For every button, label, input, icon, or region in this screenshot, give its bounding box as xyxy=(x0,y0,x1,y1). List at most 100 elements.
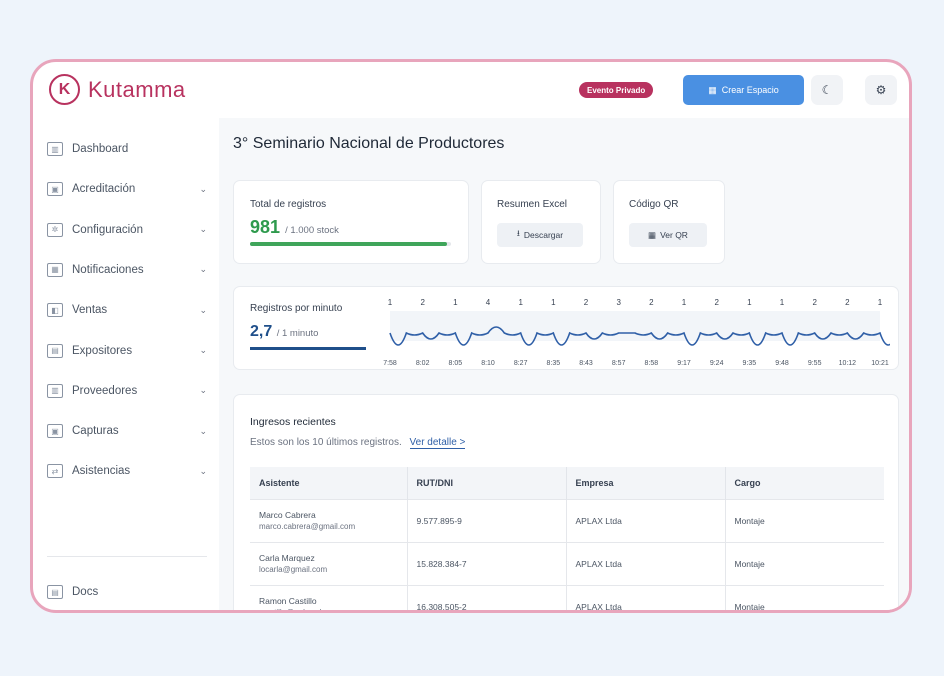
chart-tick-label: 8:43 xyxy=(579,360,593,367)
attendee-cell: Ramon Castillo rcastillo@aplax.cl xyxy=(250,584,408,610)
sidebar-item-configuracion[interactable]: ✲ Configuración ⌄ xyxy=(47,219,207,241)
chart-data-label: 1 xyxy=(747,298,752,307)
sidebar-item-label: Capturas xyxy=(72,425,119,438)
per-minute-unit: / 1 minuto xyxy=(276,328,319,339)
sidebar-item-label: Proveedores xyxy=(72,384,138,397)
registrations-chart: 1 7:58 2 8:02 1 8:05 4 8:10 1 8:27 1 8:35 2 8:43 3 8:57… xyxy=(383,298,890,367)
per-minute-label: Registros por minuto xyxy=(250,303,343,314)
attendee-name: Carla Marquez xyxy=(259,552,315,563)
column-header[interactable]: Asistente xyxy=(250,467,408,499)
truck-icon: ▥ xyxy=(47,383,63,398)
chevron-down-icon[interactable]: ⌄ xyxy=(199,385,207,396)
create-space-button[interactable]: ▦ Crear Espacio xyxy=(683,75,804,105)
registrations-progress-fill xyxy=(250,242,448,246)
column-header[interactable]: Cargo xyxy=(725,467,884,499)
chart-tick-label: 9:24 xyxy=(710,360,724,367)
recent-subtitle-text: Estos son los 10 últimos registros. xyxy=(250,437,402,448)
table-row[interactable]: Carla Marquez locarla@gmail.com 15.828.384… xyxy=(250,541,884,585)
chart-tick-label: 8:27 xyxy=(514,360,528,367)
chart-icon: ▥ xyxy=(47,142,63,156)
chevron-down-icon[interactable]: ⌄ xyxy=(199,183,207,194)
sidebar-item-dashboard[interactable]: ▥ Dashboard xyxy=(47,138,207,160)
sidebar-item-notificaciones[interactable]: ▦ Notificaciones ⌄ xyxy=(47,259,207,281)
chevron-down-icon[interactable]: ⌄ xyxy=(199,264,207,275)
rut-cell: 9.577.895-9 xyxy=(407,498,567,542)
logo-mark: K xyxy=(49,74,80,105)
chart-plot-area xyxy=(390,311,880,341)
attendee-cell: Carla Marquez locarla@gmail.com xyxy=(250,541,408,585)
settings-button[interactable]: ⚙ xyxy=(865,75,897,105)
sidebar-item-label: Docs xyxy=(72,586,99,598)
sidebar-item-ventas[interactable]: ◧ Ventas ⌄ xyxy=(47,299,207,321)
sidebar-item-capturas[interactable]: ▣ Capturas ⌄ xyxy=(47,420,207,442)
sidebar-item-asistencias[interactable]: ⇄ Asistencias ⌄ xyxy=(47,460,207,482)
total-label: Total de registros xyxy=(250,199,327,210)
table-row[interactable]: Marco Cabrera marco.cabrera@gmail.com 9.57… xyxy=(250,498,884,542)
chart-tick-label: 9:48 xyxy=(775,360,789,367)
page-title: 3° Seminario Nacional de Productores xyxy=(233,135,505,152)
download-button[interactable]: ⭳ Descargar xyxy=(497,223,583,247)
chart-data-label: 1 xyxy=(551,298,556,307)
chart-tick-label: 8:10 xyxy=(481,360,495,367)
sidebar-item-label: Configuración xyxy=(72,223,143,236)
chart-tick-label: 7:58 xyxy=(383,360,397,367)
chevron-down-icon[interactable]: ⌄ xyxy=(199,465,207,476)
doc-icon: ▤ xyxy=(47,585,63,599)
sidebar-item-proveedores[interactable]: ▥ Proveedores ⌄ xyxy=(47,380,207,402)
settings-icon: ⚙ xyxy=(875,83,887,97)
sidebar-item-acreditacion[interactable]: ▣ Acreditación ⌄ xyxy=(47,178,207,200)
sidebar-item-expositores[interactable]: ▤ Expositores ⌄ xyxy=(47,340,207,362)
recent-entries-card: Ingresos recientes Estos son los 10 últi… xyxy=(233,394,899,610)
column-header[interactable]: RUT/DNI xyxy=(407,467,567,499)
chart-tick-label: 8:35 xyxy=(547,360,561,367)
chart-data-label: 2 xyxy=(812,298,817,307)
arrows-icon: ⇄ xyxy=(47,464,63,479)
camera-icon: ▣ xyxy=(47,424,63,439)
chart-data-label: 2 xyxy=(845,298,850,307)
chart-tick-label: 8:02 xyxy=(416,360,430,367)
excel-summary-card: Resumen Excel ⭳ Descargar xyxy=(481,180,601,264)
logo[interactable]: K Kutamma xyxy=(49,74,186,105)
per-minute-underline xyxy=(250,347,366,350)
chart-data-label: 2 xyxy=(714,298,719,307)
column-header[interactable]: Empresa xyxy=(566,467,726,499)
view-detail-link[interactable]: Ver detalle > xyxy=(409,437,466,449)
role-cell: Montaje xyxy=(725,498,884,542)
rut-cell: 15.828.384-7 xyxy=(407,541,567,585)
chart-data-label: 4 xyxy=(486,298,491,307)
chart-tick-label: 10:12 xyxy=(839,360,857,367)
attendee-cell: Marco Cabrera marco.cabrera@gmail.com xyxy=(250,498,408,542)
total-number: 981 xyxy=(250,217,281,237)
create-space-label: Crear Espacio xyxy=(721,85,779,95)
excel-label: Resumen Excel xyxy=(497,199,568,210)
sidebar-item-docs[interactable]: ▤ Docs xyxy=(47,581,207,603)
total-value: 981 / 1.000 stock xyxy=(250,217,339,238)
recent-title: Ingresos recientes xyxy=(250,416,336,428)
company-cell: APLAX Ltda xyxy=(566,541,726,585)
sidebar: ▥ Dashboard ▣ Acreditación ⌄ ✲ Configuración ⌄ ▦… xyxy=(33,118,219,610)
download-icon: ⭳ xyxy=(516,228,520,238)
chevron-down-icon[interactable]: ⌄ xyxy=(199,304,207,315)
chevron-down-icon[interactable]: ⌄ xyxy=(199,224,207,235)
chart-data-label: 3 xyxy=(616,298,621,307)
total-stock: / 1.000 stock xyxy=(285,225,339,236)
chart-data-label: 1 xyxy=(388,298,393,307)
bag-icon: ◧ xyxy=(47,303,63,318)
chart-data-label: 1 xyxy=(878,298,883,307)
chart-data-label: 2 xyxy=(420,298,425,307)
chart-data-label: 2 xyxy=(584,298,589,307)
chevron-down-icon[interactable]: ⌄ xyxy=(199,425,207,436)
attendee-email: marco.cabrera@gmail.com xyxy=(259,521,356,531)
rut-cell: 16.308.505-2 xyxy=(407,584,567,610)
table-row[interactable]: Ramon Castillo rcastillo@aplax.cl 16.308.5… xyxy=(250,584,884,610)
chart-tick-label: 9:17 xyxy=(677,360,691,367)
chevron-down-icon[interactable]: ⌄ xyxy=(199,345,207,355)
chart-data-label: 1 xyxy=(453,298,458,307)
moon-icon: ☾ xyxy=(821,83,833,97)
theme-toggle-button[interactable]: ☾ xyxy=(811,75,843,105)
table-header-row: Asistente RUT/DNI Empresa Cargo xyxy=(250,467,884,499)
main-content: 3° Seminario Nacional de Productores Tot… xyxy=(219,118,909,610)
chart-tick-label: 8:57 xyxy=(612,360,626,367)
chart-tick-label: 8:58 xyxy=(645,360,659,367)
view-qr-button[interactable]: ▦ Ver QR xyxy=(629,223,707,247)
